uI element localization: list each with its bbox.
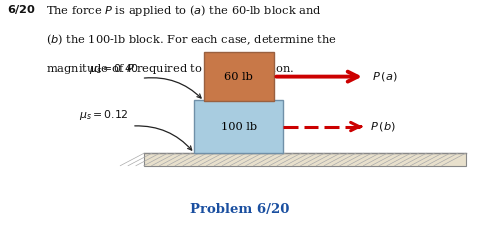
Text: 60 lb: 60 lb	[224, 72, 253, 82]
Bar	[194, 100, 283, 153]
Bar	[204, 52, 274, 101]
Text: ($b$) the 100-lb block. For each case, determine the: ($b$) the 100-lb block. For each case, d…	[46, 33, 336, 47]
Text: 100 lb: 100 lb	[221, 121, 257, 132]
Text: $P\,(a)$: $P\,(a)$	[372, 70, 397, 83]
Text: $\mathbf{6/20}$: $\mathbf{6/20}$	[7, 3, 36, 16]
Text: $\mu_s = 0.40$: $\mu_s = 0.40$	[89, 62, 139, 76]
Text: Problem 6/20: Problem 6/20	[190, 203, 290, 216]
Text: The force $P$ is applied to ($a$) the 60-lb block and: The force $P$ is applied to ($a$) the 60…	[46, 3, 321, 18]
Text: magnitude of $P$ required to initiate motion.: magnitude of $P$ required to initiate mo…	[46, 62, 294, 76]
Bar	[144, 153, 466, 166]
Text: $P\,(b)$: $P\,(b)$	[370, 120, 396, 133]
Text: $\mu_s = 0.12$: $\mu_s = 0.12$	[79, 108, 129, 122]
